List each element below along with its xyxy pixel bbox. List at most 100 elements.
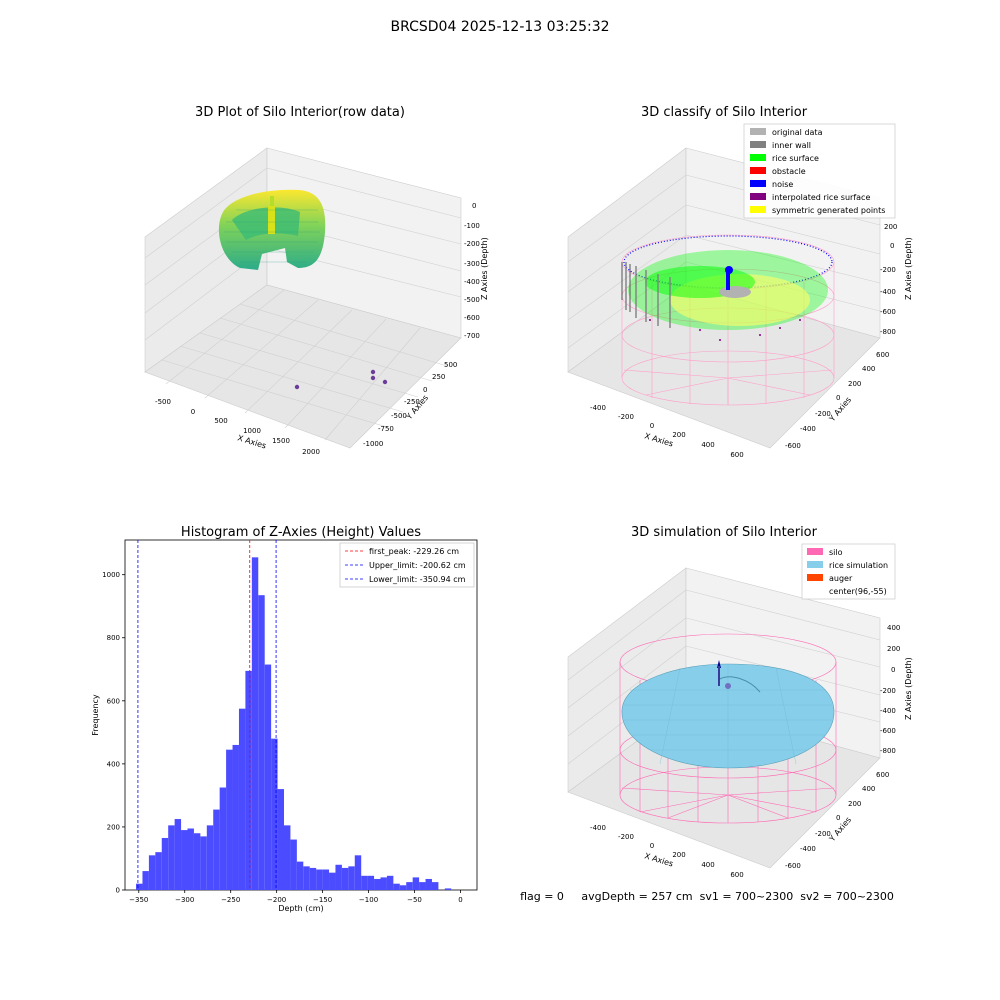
tick-label: -400 <box>880 288 896 296</box>
raw-panel-title: 3D Plot of Silo Interior(row data) <box>195 105 405 120</box>
legend-swatch <box>750 180 766 187</box>
legend-swatch <box>750 193 766 200</box>
tick-label: -600 <box>785 862 801 870</box>
histogram-legend: first_peak: -229.26 cm Upper_limit: -200… <box>339 542 475 588</box>
histogram-bar <box>335 864 342 890</box>
tick-label: 200 <box>672 851 685 859</box>
classify-y-ticks: 600 400 200 0 -200 -400 -600 <box>785 351 889 450</box>
legend-label: first_peak: -229.26 cm <box>369 547 459 556</box>
raw-x-ticks: -500 0 500 1000 1500 2000 <box>155 398 320 456</box>
histogram-bar <box>213 809 220 890</box>
raw-x-axis-label: X Axies <box>236 433 267 450</box>
tick-label: -200 <box>815 830 831 838</box>
tick-label: -200 <box>880 687 896 695</box>
tick-label: 400 <box>862 365 875 373</box>
outlier-point <box>370 375 376 381</box>
tick-label: 0 <box>472 202 476 210</box>
histogram-bar <box>226 749 233 890</box>
tick-label: −350 <box>129 896 148 904</box>
legend-label: silo <box>829 548 843 557</box>
tick-label: 250 <box>432 373 445 381</box>
histogram-bar <box>309 867 317 890</box>
panel-raw-data: 3D Plot of Silo Interior(row data) <box>144 105 489 456</box>
histogram-bar <box>374 878 381 890</box>
histogram-bar <box>238 708 246 890</box>
histogram-bar <box>386 875 394 890</box>
histogram-bar <box>303 866 310 890</box>
legend-swatch <box>750 206 766 213</box>
legend-label: inner wall <box>772 141 811 150</box>
tick-label: -300 <box>464 260 480 268</box>
tick-label: -800 <box>880 747 896 755</box>
legend-swatch <box>807 574 823 581</box>
tick-label: -400 <box>880 707 896 715</box>
histogram-bar <box>271 738 278 890</box>
tick-label: 0 <box>423 386 427 394</box>
tick-label: 0 <box>836 814 840 822</box>
legend-label: Lower_limit: -350.94 cm <box>369 575 466 584</box>
outlier-point <box>382 379 388 385</box>
tick-label: -400 <box>800 845 816 853</box>
figure-suptitle: BRCSD04 2025-12-13 03:25:32 <box>390 19 609 35</box>
tick-label: 800 <box>107 634 120 642</box>
tick-label: -600 <box>880 727 896 735</box>
histogram-x-ticks: −350 −300 −250 −200 −150 −100 −50 0 <box>129 890 463 904</box>
histogram-bar <box>181 830 188 890</box>
histogram-bar <box>361 875 368 890</box>
histogram-title: Histogram of Z-Axies (Height) Values <box>181 525 421 540</box>
histogram-bar <box>187 828 194 890</box>
tick-label: 0 <box>650 422 654 430</box>
legend-label: interpolated rice surface <box>772 193 870 202</box>
histogram-bar <box>341 867 349 890</box>
tick-label: 0 <box>116 887 120 895</box>
tick-label: -250 <box>404 398 420 406</box>
histogram-bar <box>444 888 452 890</box>
histogram-bar <box>412 877 420 890</box>
histogram-bars <box>136 557 452 890</box>
tick-label: -200 <box>618 833 634 841</box>
tick-label: 0 <box>650 842 654 850</box>
tick-label: 400 <box>862 785 875 793</box>
tick-label: 0 <box>191 408 195 416</box>
histogram-bar <box>193 833 201 890</box>
legend-swatch <box>750 167 766 174</box>
simulation-z-ticks: 400 200 0 -200 -400 -600 -800 <box>880 624 900 755</box>
tick-label: 200 <box>848 380 861 388</box>
classify-x-ticks: -400 -200 0 200 400 600 <box>590 404 744 459</box>
simulation-y-ticks: 600 400 200 0 -200 -400 -600 <box>785 771 889 870</box>
simulation-panel-title: 3D simulation of Silo Interior <box>631 525 818 540</box>
tick-label: 200 <box>672 431 685 439</box>
tick-label: 0 <box>890 242 894 250</box>
classify-legend: original data inner wall rice surface ob… <box>743 123 896 219</box>
histogram-bar <box>264 664 272 890</box>
legend-label: Upper_limit: -200.62 cm <box>369 561 466 570</box>
tick-label: -500 <box>464 296 480 304</box>
classify-z-axis-label: Z Axies (Depth) <box>904 237 913 300</box>
legend-label: rice surface <box>772 154 819 163</box>
histogram-bar <box>232 744 239 890</box>
histogram-bar <box>258 595 265 890</box>
raw-z-axis-label: Z Axies (Depth) <box>480 237 489 300</box>
tick-label: 200 <box>107 823 120 831</box>
histogram-reference-lines <box>137 540 277 890</box>
simulation-x-axis-label: X Axies <box>643 851 674 868</box>
tick-label: 0 <box>458 896 462 904</box>
tick-label: 400 <box>107 760 120 768</box>
tick-label: 600 <box>107 697 120 705</box>
legend-label: auger <box>829 574 853 583</box>
histogram-bar <box>431 882 439 890</box>
tick-label: 600 <box>876 351 889 359</box>
simulation-x-ticks: -400 -200 0 200 400 600 <box>590 824 744 879</box>
histogram-y-ticks: 0 200 400 600 800 1000 <box>102 571 125 895</box>
tick-label: 1500 <box>272 437 290 445</box>
histogram-y-axis-label: Frequency <box>91 694 100 736</box>
tick-label: 200 <box>887 645 900 653</box>
legend-label: noise <box>772 180 793 189</box>
tick-label: -500 <box>155 398 171 406</box>
tick-label: 200 <box>848 800 861 808</box>
histogram-bar <box>219 787 227 890</box>
tick-label: 500 <box>444 361 457 369</box>
raw-z-ticks: 0 -100 -200 -300 -400 -500 -600 -700 <box>464 202 480 340</box>
histogram-bar <box>200 836 207 890</box>
